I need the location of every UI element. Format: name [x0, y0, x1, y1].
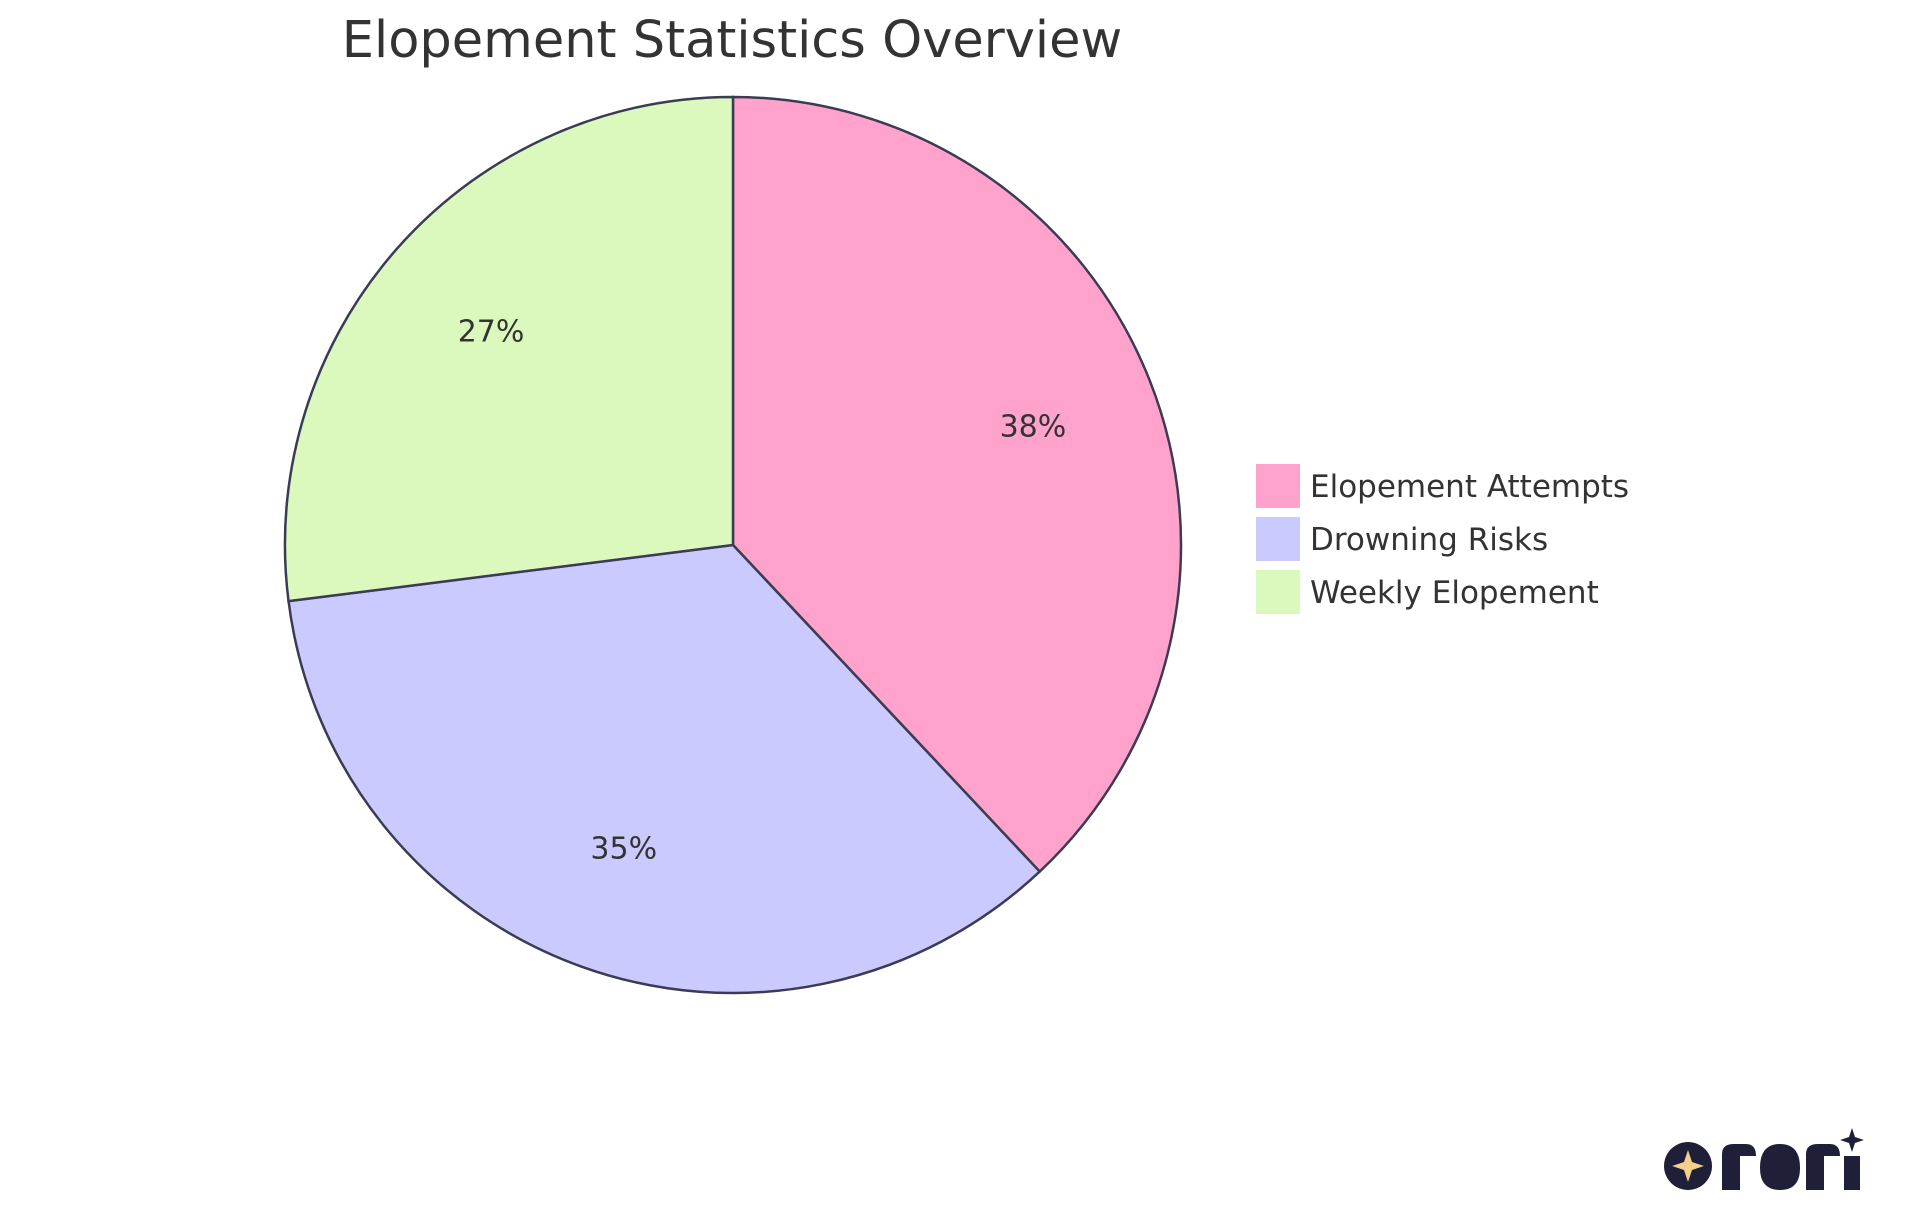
- pie-slice-drowning-risks: [287, 543, 1042, 995]
- pie-slice-labels: 38% 35% 27%: [458, 315, 1067, 867]
- legend-label: Elopement Attempts: [1310, 469, 1629, 505]
- slice-percent-label: 35%: [590, 831, 657, 866]
- legend: Elopement Attempts Drowning Risks Weekly E…: [1256, 464, 1629, 614]
- pie-slice-weekly-elopement: [283, 95, 735, 603]
- pie-slices: [283, 95, 1183, 995]
- slice-percent-label: 27%: [458, 315, 525, 350]
- logo-star-icon: [1672, 1150, 1704, 1182]
- rori-logo: [1664, 1128, 1864, 1190]
- chart-title: Elopement Statistics Overview: [342, 11, 1122, 70]
- slice-percent-label: 38%: [1000, 409, 1067, 444]
- logo-wordmark: [1722, 1128, 1864, 1190]
- legend-label: Weekly Elopement: [1310, 575, 1599, 611]
- pie-slice-elopement-attempts: [731, 95, 1183, 874]
- legend-label: Drowning Risks: [1310, 522, 1548, 558]
- legend-swatch: [1256, 570, 1300, 614]
- legend-swatch: [1256, 517, 1300, 561]
- legend-swatch: [1256, 464, 1300, 508]
